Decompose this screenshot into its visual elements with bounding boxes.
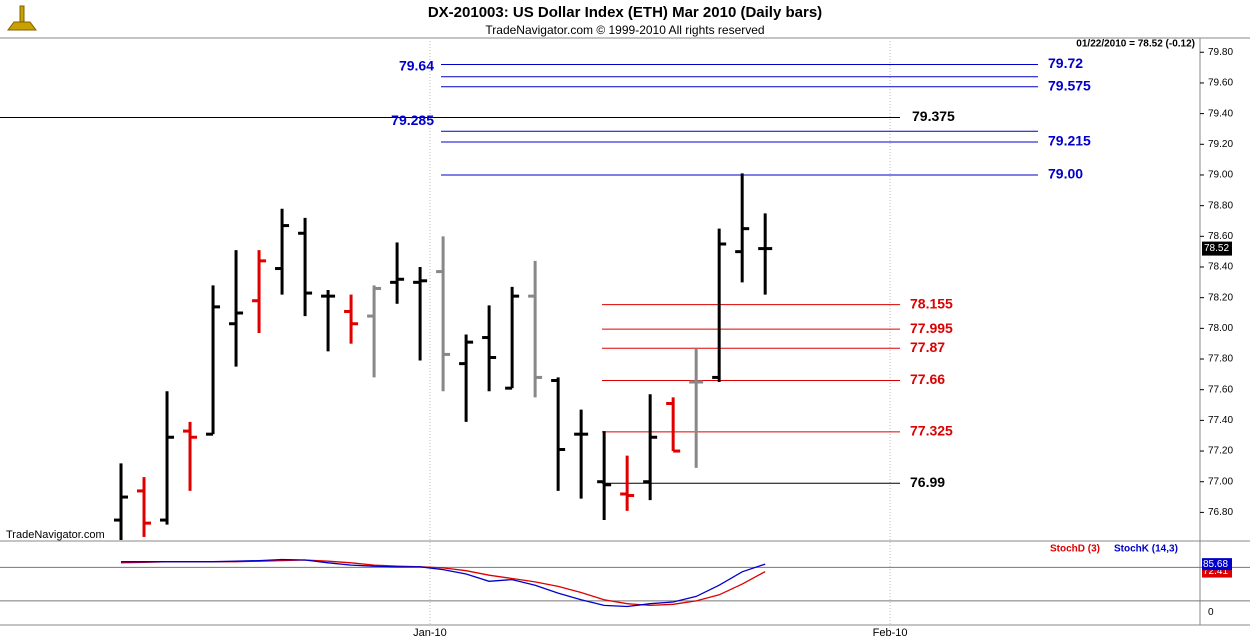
level-label: 79.375	[912, 108, 955, 124]
stoch-line	[121, 558, 766, 608]
level-label: 77.995	[910, 320, 953, 336]
legend-entry: StochD (3)	[1050, 544, 1100, 555]
level-label: 77.66	[910, 371, 945, 387]
level-label: 77.325	[910, 423, 953, 439]
level-label: 79.00	[1048, 166, 1083, 182]
y-tick-label: 0	[1208, 607, 1214, 618]
y-tick-label: 76.80	[1208, 507, 1233, 518]
last-price-box	[1202, 241, 1232, 256]
header-quote: 01/22/2010 = 78.52 (-0.12)	[1076, 39, 1195, 50]
level-label: 77.87	[910, 339, 945, 355]
x-tick-label: Jan-10	[413, 627, 447, 639]
level-label: 76.99	[910, 474, 945, 490]
value-box	[1202, 558, 1232, 571]
y-tick-label: 79.20	[1208, 139, 1233, 150]
level-label: 79.64	[399, 58, 434, 74]
x-tick-label: Feb-10	[873, 627, 908, 639]
y-tick-label: 78.20	[1208, 292, 1233, 303]
y-tick-label: 79.80	[1208, 47, 1233, 58]
y-tick-label: 79.40	[1208, 108, 1233, 119]
y-tick-label: 77.20	[1208, 446, 1233, 457]
y-tick-label: 77.80	[1208, 354, 1233, 365]
y-tick-label: 77.40	[1208, 415, 1233, 426]
chart-title: DX-201003: US Dollar Index (ETH) Mar 201…	[428, 4, 822, 21]
y-tick-label: 78.80	[1208, 200, 1233, 211]
level-label: 79.72	[1048, 55, 1083, 71]
level-label: 79.215	[1048, 133, 1091, 149]
level-label: 79.575	[1048, 77, 1091, 93]
value-label: 85.68	[1203, 559, 1228, 570]
last-price-label: 78.52	[1204, 243, 1229, 254]
legend-entry: StochK (14,3)	[1114, 544, 1178, 555]
y-tick-label: 78.40	[1208, 262, 1233, 273]
y-tick-label: 79.60	[1208, 78, 1233, 89]
y-tick-label: 79.00	[1208, 170, 1233, 181]
level-label: 78.155	[910, 295, 953, 311]
y-tick-label: 77.60	[1208, 384, 1233, 395]
level-label: 79.285	[391, 112, 434, 128]
watermark: TradeNavigator.com	[6, 529, 105, 541]
y-tick-label: 78.00	[1208, 323, 1233, 334]
chart-subtitle: TradeNavigator.com © 1999-2010 All right…	[485, 23, 764, 37]
y-tick-label: 78.60	[1208, 231, 1233, 242]
value-label: 72.41	[1203, 566, 1228, 577]
y-tick-label: 77.00	[1208, 476, 1233, 487]
logo	[7, 5, 37, 31]
